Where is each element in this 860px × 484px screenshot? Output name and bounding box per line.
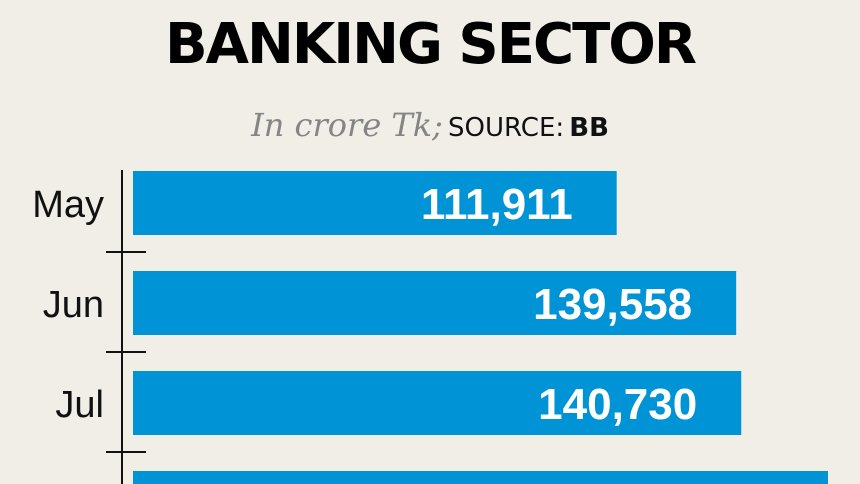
data-label: 111,911 xyxy=(421,180,573,229)
category-label: Jun xyxy=(43,284,104,326)
unit-label: In crore Tk; xyxy=(251,106,443,144)
bar-may xyxy=(133,171,617,235)
category-label: May xyxy=(32,184,104,226)
data-label: 139,558 xyxy=(533,280,692,329)
bar-partial xyxy=(133,471,828,484)
source-label: SOURCE: xyxy=(448,113,565,143)
source-value: BB xyxy=(569,113,609,143)
bar-jun xyxy=(133,271,737,335)
chart-title: BANKING SECTOR xyxy=(164,12,697,77)
data-label: 140,730 xyxy=(538,380,697,429)
bar-jul xyxy=(133,371,742,435)
category-label: Jul xyxy=(55,384,104,426)
chart-subtitle: In crore Tk; SOURCE: BB xyxy=(0,106,860,144)
